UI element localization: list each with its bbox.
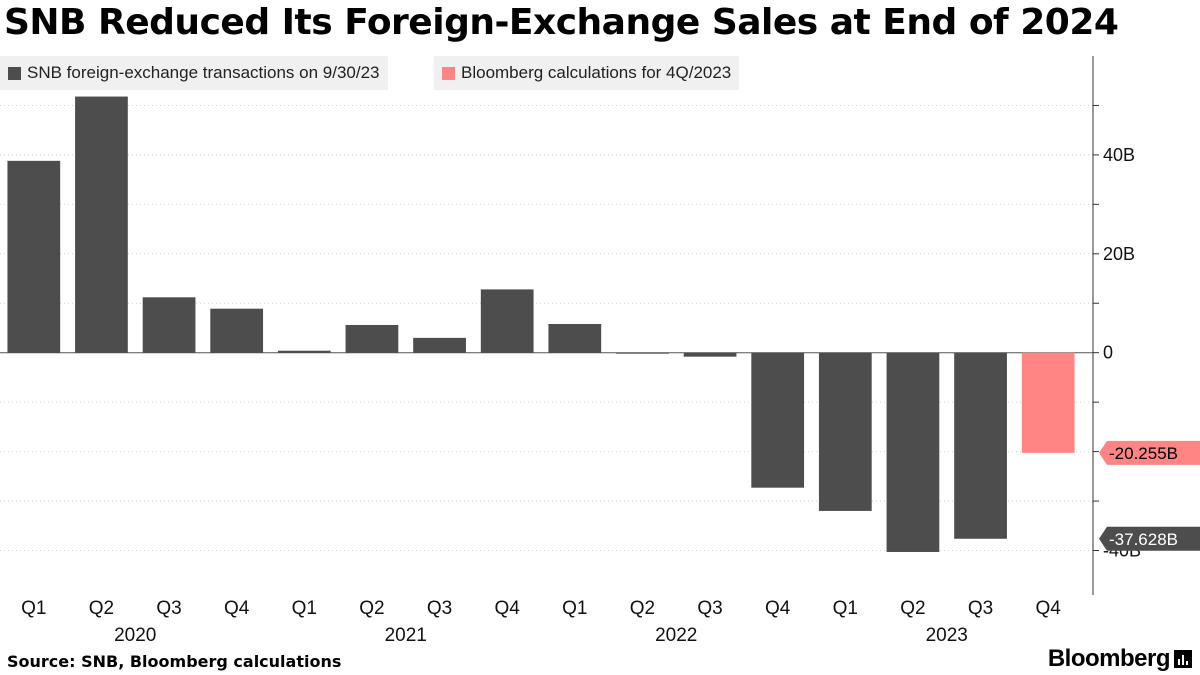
bar xyxy=(683,352,737,357)
x-tick-label: Q4 xyxy=(765,598,791,619)
bar xyxy=(954,352,1007,539)
legend-item-snb: SNB foreign-exchange transactions on 9/3… xyxy=(0,56,388,90)
bar xyxy=(413,337,466,353)
callout-flag xyxy=(1099,440,1200,465)
bar xyxy=(1021,352,1075,453)
chart-title: SNB Reduced Its Foreign-Exchange Sales a… xyxy=(4,2,1119,43)
legend-swatch-bloomberg xyxy=(442,66,455,80)
value-callout: -37.628B xyxy=(1099,526,1200,551)
bar xyxy=(277,350,331,353)
bar xyxy=(886,352,940,552)
y-tick-label: 40B xyxy=(1103,145,1135,165)
legend-swatch-snb xyxy=(8,66,21,80)
x-tick-label: Q3 xyxy=(156,598,181,619)
callout-label: -37.628B xyxy=(1109,530,1178,549)
x-tick-label: Q2 xyxy=(89,598,114,619)
bar xyxy=(818,352,872,511)
source-note: Source: SNB, Bloomberg calculations xyxy=(7,652,342,671)
bar xyxy=(142,297,196,353)
bar xyxy=(7,160,61,353)
year-label: 2022 xyxy=(655,625,697,646)
year-label: 2020 xyxy=(114,625,156,646)
bar xyxy=(210,308,264,353)
x-tick-label: Q4 xyxy=(224,598,250,619)
year-label: 2023 xyxy=(926,625,968,646)
y-tick-label: 0 xyxy=(1103,343,1113,363)
bar xyxy=(345,325,399,353)
bar xyxy=(548,324,602,353)
y-tick-label: 20B xyxy=(1103,244,1135,264)
x-tick-label: Q4 xyxy=(1036,598,1062,619)
x-tick-label: Q2 xyxy=(359,598,384,619)
x-tick-label: Q1 xyxy=(562,598,587,619)
bar xyxy=(751,352,805,488)
x-tick-label: Q1 xyxy=(21,598,46,619)
x-tick-label: Q1 xyxy=(292,598,317,619)
x-tick-label: Q4 xyxy=(495,598,521,619)
x-tick-label: Q3 xyxy=(697,598,722,619)
bar xyxy=(75,96,128,353)
x-tick-label: Q2 xyxy=(900,598,925,619)
x-tick-label: Q1 xyxy=(833,598,858,619)
logo-wordmark: Bloomberg xyxy=(1047,645,1171,672)
bar xyxy=(616,352,669,354)
logo-mark-icon xyxy=(1174,650,1192,668)
legend-label-bloomberg: Bloomberg calculations for 4Q/2023 xyxy=(461,63,732,82)
bloomberg-logo: Bloomberg xyxy=(1048,645,1192,673)
callout-label: -20.255B xyxy=(1109,444,1178,463)
legend-label-snb: SNB foreign-exchange transactions on 9/3… xyxy=(27,63,380,82)
callout-flag xyxy=(1099,526,1200,551)
x-tick-label: Q3 xyxy=(427,598,452,619)
value-callout: -20.255B xyxy=(1099,440,1200,465)
legend-item-bloomberg: Bloomberg calculations for 4Q/2023 xyxy=(434,56,740,90)
x-tick-label: Q2 xyxy=(630,598,655,619)
bar xyxy=(480,289,534,353)
x-tick-label: Q3 xyxy=(968,598,993,619)
year-label: 2021 xyxy=(385,625,427,646)
